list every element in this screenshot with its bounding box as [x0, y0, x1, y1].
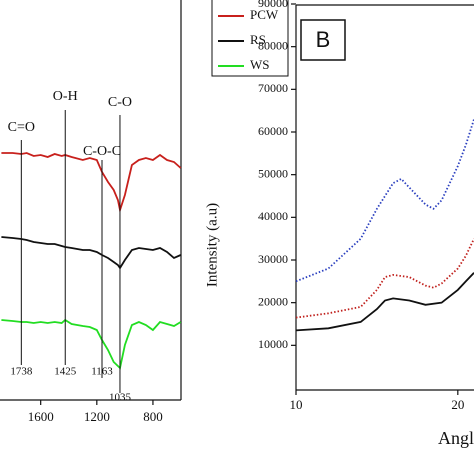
series-line — [1, 318, 182, 370]
series-line — [295, 238, 474, 319]
series-line — [1, 152, 182, 214]
y-tick-label: 40000 — [258, 209, 288, 223]
y-tick-label: 90000 — [258, 0, 288, 10]
panel-label: B — [316, 27, 331, 52]
y-tick-label: 20000 — [258, 294, 288, 308]
y-tick-label: 80000 — [258, 38, 288, 52]
y-axis-label: Intensity (a.u) — [204, 203, 220, 287]
y-tick-label: 50000 — [258, 166, 288, 180]
legend-label: RS — [250, 32, 266, 47]
panel-label-box — [300, 19, 346, 61]
legend-label: WS — [250, 57, 270, 72]
peak-value: 1035 — [109, 392, 132, 404]
series-line — [295, 272, 474, 332]
y-tick-label: 30000 — [258, 252, 288, 266]
x-tick-label: 1200 — [84, 409, 110, 424]
peak-value: 1738 — [10, 366, 33, 378]
x-tick-label: 20 — [451, 397, 464, 412]
y-tick-label: 10000 — [258, 337, 288, 351]
peak-label: C=O — [8, 120, 35, 135]
y-tick-label: 60000 — [258, 124, 288, 138]
peak-label: C-O-C — [83, 144, 121, 159]
x-axis-label: Angl — [438, 428, 474, 448]
series-line — [1, 236, 182, 270]
legend-box — [211, 0, 289, 77]
x-tick-label: 10 — [290, 397, 303, 412]
legend-label: PCW — [250, 7, 279, 22]
x-tick-label: 1600 — [28, 409, 54, 424]
series-line — [295, 118, 474, 283]
peak-label: O-H — [53, 89, 78, 104]
y-tick-label: 70000 — [258, 81, 288, 95]
peak-label: C-O — [108, 95, 132, 110]
peak-value: 1425 — [54, 366, 77, 378]
peak-value: 1163 — [91, 366, 113, 378]
x-tick-label: 800 — [143, 409, 163, 424]
